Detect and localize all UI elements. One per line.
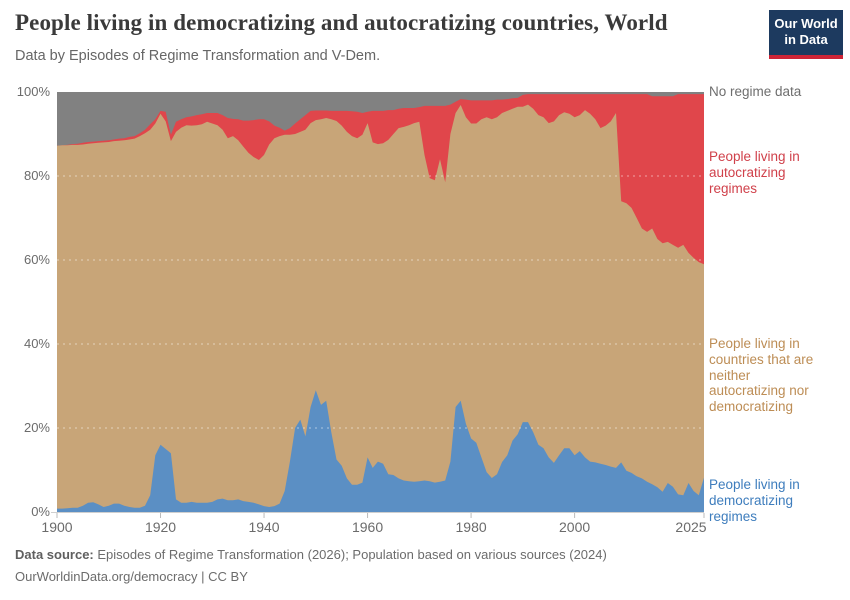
y-axis-tick-label: 100% bbox=[16, 84, 50, 99]
legend-no-regime-data[interactable]: No regime data bbox=[709, 84, 802, 99]
owid-url-link[interactable]: OurWorldinData.org/democracy bbox=[15, 569, 198, 584]
legend-autocratizing[interactable]: People living in autocratizing regimes bbox=[709, 149, 800, 196]
owid-logo-line2: in Data bbox=[784, 32, 828, 48]
y-axis-tick-label: 0% bbox=[31, 504, 50, 519]
license-line: OurWorldinData.org/democracy | CC BY bbox=[15, 566, 835, 588]
x-axis-tick-label: 1900 bbox=[41, 519, 73, 535]
x-axis-tick-label: 1960 bbox=[351, 519, 384, 535]
legend-democratizing[interactable]: People living in democratizing regimes bbox=[709, 477, 800, 524]
chart-title: People living in democratizing and autoc… bbox=[15, 10, 668, 35]
x-axis-tick-label: 2000 bbox=[559, 519, 591, 535]
owid-logo-box: Our World in Data bbox=[769, 10, 843, 55]
license-text: CC BY bbox=[208, 569, 248, 584]
x-axis-tick-label: 1920 bbox=[144, 519, 177, 535]
source-label: Data source: bbox=[15, 547, 94, 562]
chart-footer: Data source: Episodes of Regime Transfor… bbox=[15, 544, 835, 588]
x-axis-tick-label: 2025 bbox=[675, 519, 707, 535]
x-axis-tick-label: 1980 bbox=[455, 519, 487, 535]
y-axis-tick-label: 20% bbox=[23, 420, 50, 435]
owid-logo[interactable]: Our World in Data bbox=[769, 10, 843, 59]
area-neither[interactable] bbox=[57, 104, 704, 512]
x-axis-tick-label: 1940 bbox=[248, 519, 280, 535]
legend-neither[interactable]: People living in countries that are neit… bbox=[709, 336, 814, 415]
y-axis-tick-label: 40% bbox=[23, 336, 50, 351]
chart-subtitle: Data by Episodes of Regime Transformatio… bbox=[15, 48, 381, 64]
y-axis-tick-label: 60% bbox=[23, 252, 50, 267]
separator: | bbox=[197, 569, 209, 584]
area-democratizing[interactable] bbox=[57, 390, 704, 512]
owid-logo-stripe bbox=[769, 54, 843, 59]
y-axis-tick-label: 80% bbox=[23, 168, 50, 183]
source-text: Episodes of Regime Transformation (2026)… bbox=[93, 547, 607, 562]
source-line: Data source: Episodes of Regime Transfor… bbox=[15, 544, 835, 566]
owid-logo-line1: Our World bbox=[774, 16, 838, 31]
